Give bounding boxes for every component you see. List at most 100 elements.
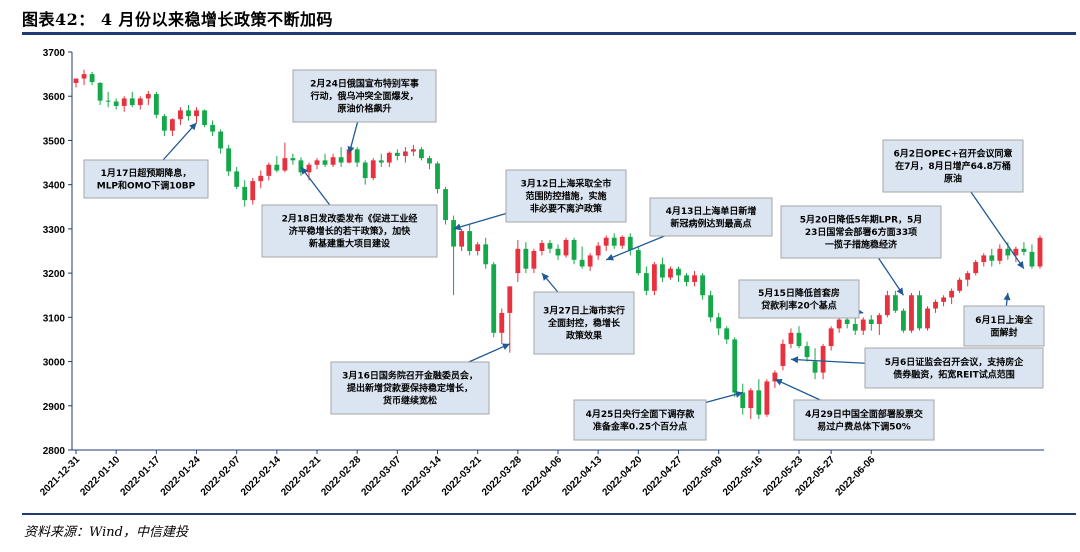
candle [531,248,537,274]
candle-body [716,317,722,329]
candle-body [282,158,288,171]
annotation-text: 3月27日上海市实行 [543,305,625,317]
candle-body [137,98,143,106]
annotation-text: 易过户费总体下调50% [817,420,911,432]
candle [884,290,890,318]
candle [467,224,473,256]
annotation-arrow [970,191,1025,270]
candle [1013,246,1019,263]
candle [499,308,505,344]
candle-body [876,315,882,324]
candle-body [290,158,296,161]
candle [298,157,304,176]
candle-body [1029,251,1035,267]
candle-body [362,162,368,179]
annotation-arrowhead [347,146,355,154]
annotation-box [649,197,773,237]
candle-body [451,220,456,247]
candle-body [523,248,529,269]
candle [73,78,79,88]
annotation-text: 5月20日降低5年期LPR，5月 [800,214,923,226]
candle-body [796,332,802,347]
candle-body [724,328,730,340]
candle-body [515,248,521,274]
candle-body [250,181,256,201]
candle-body [226,148,232,172]
annotation-box [573,399,707,441]
candle [475,242,481,256]
annotation-text: 4月25日央行全面下调存款 [586,408,696,420]
candle-body [121,98,127,106]
annotation-arrowhead [735,390,743,398]
candle [716,312,722,336]
candle-body [1013,248,1019,256]
candle [579,246,585,269]
candle [258,170,264,189]
candle-body [499,312,505,333]
candle-body [170,119,175,131]
candle [354,147,360,167]
candle-body [258,175,264,182]
candle-body [419,149,424,159]
candle [250,178,256,205]
candle [860,317,866,336]
candle [81,69,87,86]
candle-body [153,94,159,115]
candle-body [105,100,111,102]
candle-body [812,361,818,373]
x-tick-label: 2022-02-28 [319,454,363,498]
x-tick-label: 2022-05-16 [721,454,765,498]
candle-body [338,157,344,163]
candle-body [660,264,665,278]
candle-body [619,236,625,246]
candle [443,186,448,225]
annotation-arrowhead [189,122,197,131]
candle-body [210,124,215,132]
candle [780,339,786,371]
candle [370,158,376,181]
annotation-text: 原油 [944,173,962,185]
annotation-arrowhead [453,223,462,231]
candle-body [949,290,955,298]
annotation-arrow [790,358,866,364]
candle [587,253,593,271]
annotation-text: 政策效果 [566,330,603,342]
annotation-text: 3月12日上海采取全市 [521,178,612,190]
annotation-arrowhead [501,343,510,350]
candle-body [844,319,850,324]
y-tick-label: 3500 [43,136,66,147]
annotation-box [292,69,437,123]
candle [973,259,979,276]
candle [419,147,424,161]
annotation-text: 济平稳增长的若干政策》，加快 [289,225,412,237]
annotation-arrow [453,212,507,230]
annotation-box [793,399,935,441]
candle-body [828,328,834,347]
annotation-text: 面解封 [990,326,1017,338]
candle-body [531,251,537,269]
annotation-text: MLP和OMO下调10BP [97,179,196,191]
candle [274,155,280,173]
candle [643,266,649,296]
annotation-box [330,361,490,415]
candle [105,91,111,108]
candle [692,270,697,287]
x-tick-label: 2022-04-13 [560,454,604,498]
annotation-text: 4月13日上海单日新增 [666,205,757,217]
annotation-text: 2月18日发改委发布《促进工业经 [282,213,418,225]
candle-body [346,149,352,163]
candle [539,239,545,256]
candle [989,248,995,267]
candle-body [435,163,440,190]
candle-body [234,171,240,187]
annotation-box [882,139,1024,193]
annotation-text: 贷款利率20个基点 [761,299,837,311]
candle [161,113,167,137]
candle-body [555,248,561,256]
candle-body [394,152,400,156]
x-tick-label: 2022-05-09 [681,454,725,498]
candle-body [370,160,376,179]
candle [113,98,119,110]
